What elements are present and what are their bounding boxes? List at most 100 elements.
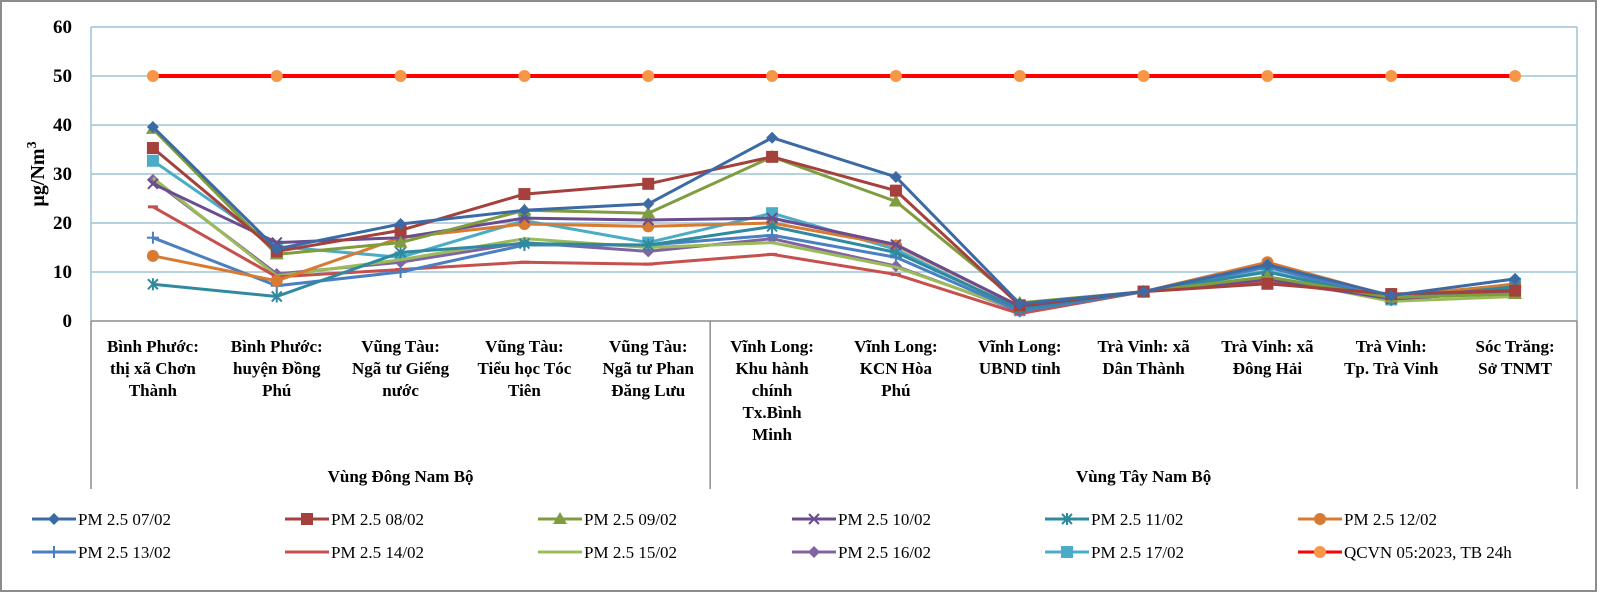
marker-circle — [1314, 546, 1326, 558]
y-axis-ticks: 0 10 20 30 40 50 60 — [53, 17, 72, 332]
marker-diamond — [808, 546, 820, 558]
category-label-line: Ngã tư Giếng — [352, 359, 450, 378]
legend-item: PM 2.5 09/02 — [538, 510, 677, 529]
group-label: Vùng Đông Nam Bộ — [328, 467, 474, 486]
y-tick-label: 50 — [53, 66, 72, 87]
marker-circle — [1385, 70, 1397, 82]
marker-circle — [642, 70, 654, 82]
legend-item: PM 2.5 11/02 — [1045, 510, 1183, 529]
category-label-line: Bình Phước: — [107, 337, 199, 356]
legend-label: PM 2.5 10/02 — [838, 510, 931, 529]
y-axis-label-text: µg/Nm — [27, 148, 49, 207]
marker-square — [642, 178, 654, 190]
category-label-line: Đăng Lưu — [611, 381, 685, 400]
category-label-line: Khu hành — [735, 359, 809, 378]
category-label: Bình Phước: thị xã Chơn Thành — [107, 337, 199, 400]
marker-circle — [1014, 70, 1026, 82]
category-label-line: Phú — [881, 381, 910, 400]
legend-item: PM 2.5 17/02 — [1045, 543, 1184, 562]
legend-label: PM 2.5 13/02 — [78, 543, 171, 562]
marker-circle — [766, 70, 778, 82]
category-label-line: Vũng Tàu: — [361, 337, 440, 356]
y-axis-label: µg/Nm3 — [25, 141, 49, 206]
category-label: Trà Vinh: xã Đông Hải — [1221, 337, 1314, 378]
category-label-line: Vĩnh Long: — [854, 337, 938, 356]
category-label: Vũng Tàu: Tiểu học Tóc Tiên — [477, 337, 571, 400]
y-tick-label: 40 — [53, 115, 72, 136]
y-tick-label: 60 — [53, 17, 72, 38]
category-label: Vũng Tàu: Ngã tư Giếng nước — [352, 337, 450, 400]
category-label: Vũng Tàu: Ngã tư Phan Đăng Lưu — [603, 337, 695, 400]
legend-label: PM 2.5 11/02 — [1091, 510, 1183, 529]
marker-square — [1261, 278, 1273, 290]
category-label-line: Tiên — [508, 381, 541, 400]
marker-square — [518, 188, 530, 200]
category-label-line: Bình Phước: — [231, 337, 323, 356]
marker-circle — [890, 70, 902, 82]
category-label: Trà Vinh: Tp. Trà Vinh — [1344, 337, 1439, 378]
marker-diamond — [766, 132, 778, 144]
category-label-line: Dân Thành — [1102, 359, 1185, 378]
category-label: Vĩnh Long: KCN Hòa Phú — [854, 337, 938, 400]
category-label-line: Vĩnh Long: — [978, 337, 1062, 356]
category-labels: Bình Phước: thị xã Chơn Thành Bình Phước: hu… — [107, 337, 1555, 444]
category-label-line: Tp. Trà Vinh — [1344, 359, 1439, 378]
legend-item: PM 2.5 07/02 — [32, 510, 171, 529]
category-label-line: Vũng Tàu: — [485, 337, 564, 356]
marker-plus — [147, 232, 159, 244]
legend-item: PM 2.5 13/02 — [32, 543, 171, 562]
marker-circle — [395, 70, 407, 82]
legend-label: PM 2.5 07/02 — [78, 510, 171, 529]
category-label-line: Trà Vinh: xã — [1097, 337, 1190, 356]
y-tick-label: 0 — [63, 311, 73, 332]
legend-label: PM 2.5 08/02 — [331, 510, 424, 529]
series-lines — [146, 70, 1522, 317]
y-axis-label-superscript: 3 — [25, 141, 40, 148]
legend: PM 2.5 07/02 PM 2.5 08/02 PM 2.5 09/02 PM 2… — [32, 510, 1512, 562]
legend-item: PM 2.5 12/02 — [1298, 510, 1437, 529]
marker-circle — [271, 275, 283, 287]
marker-plus — [48, 546, 60, 558]
category-label-line: nước — [382, 381, 419, 400]
marker-square — [147, 155, 159, 167]
marker-square — [890, 185, 902, 197]
marker-diamond — [48, 513, 60, 525]
category-label-line: Sóc Trăng: — [1475, 337, 1554, 356]
marker-circle — [147, 70, 159, 82]
category-label-line: Vĩnh Long: — [730, 337, 814, 356]
marker-circle — [1509, 70, 1521, 82]
series-line — [153, 178, 1515, 310]
group-labels: Vùng Đông Nam Bộ Vùng Tây Nam Bộ — [328, 467, 1212, 486]
marker-circle — [518, 70, 530, 82]
marker-square — [766, 151, 778, 163]
category-label-line: Tx.Bình — [743, 403, 803, 422]
legend-item: PM 2.5 16/02 — [792, 543, 931, 562]
category-label-line: thị xã Chơn — [110, 359, 196, 378]
category-label: Bình Phước: huyện Đồng Phú — [231, 337, 323, 400]
category-label: Vĩnh Long: Khu hành chính Tx.Bình Minh — [730, 337, 814, 444]
category-label-line: Tiểu học Tóc — [477, 359, 571, 378]
category-label: Sóc Trăng: Sở TNMT — [1475, 337, 1554, 378]
category-label-line: Đông Hải — [1233, 359, 1303, 378]
category-label-line: Trà Vinh: — [1356, 337, 1427, 356]
category-label-line: KCN Hòa — [860, 359, 933, 378]
marker-square — [1509, 285, 1521, 297]
group-label: Vùng Tây Nam Bộ — [1076, 467, 1211, 486]
y-tick-label: 30 — [53, 164, 72, 185]
marker-circle — [1314, 513, 1326, 525]
category-label-line: Vũng Tàu: — [609, 337, 688, 356]
category-label-line: Minh — [752, 425, 792, 444]
legend-label: PM 2.5 16/02 — [838, 543, 931, 562]
marker-circle — [1138, 70, 1150, 82]
legend-label: QCVN 05:2023, TB 24h — [1344, 543, 1512, 562]
legend-label: PM 2.5 14/02 — [331, 543, 424, 562]
category-label-line: Trà Vinh: xã — [1221, 337, 1314, 356]
category-label-line: huyện Đồng — [233, 359, 321, 378]
marker-square — [301, 513, 313, 525]
category-label: Trà Vinh: xã Dân Thành — [1097, 337, 1190, 378]
legend-item: PM 2.5 08/02 — [285, 510, 424, 529]
legend-item: PM 2.5 14/02 — [285, 543, 424, 562]
y-tick-label: 20 — [53, 213, 72, 234]
legend-item: PM 2.5 15/02 — [538, 543, 677, 562]
